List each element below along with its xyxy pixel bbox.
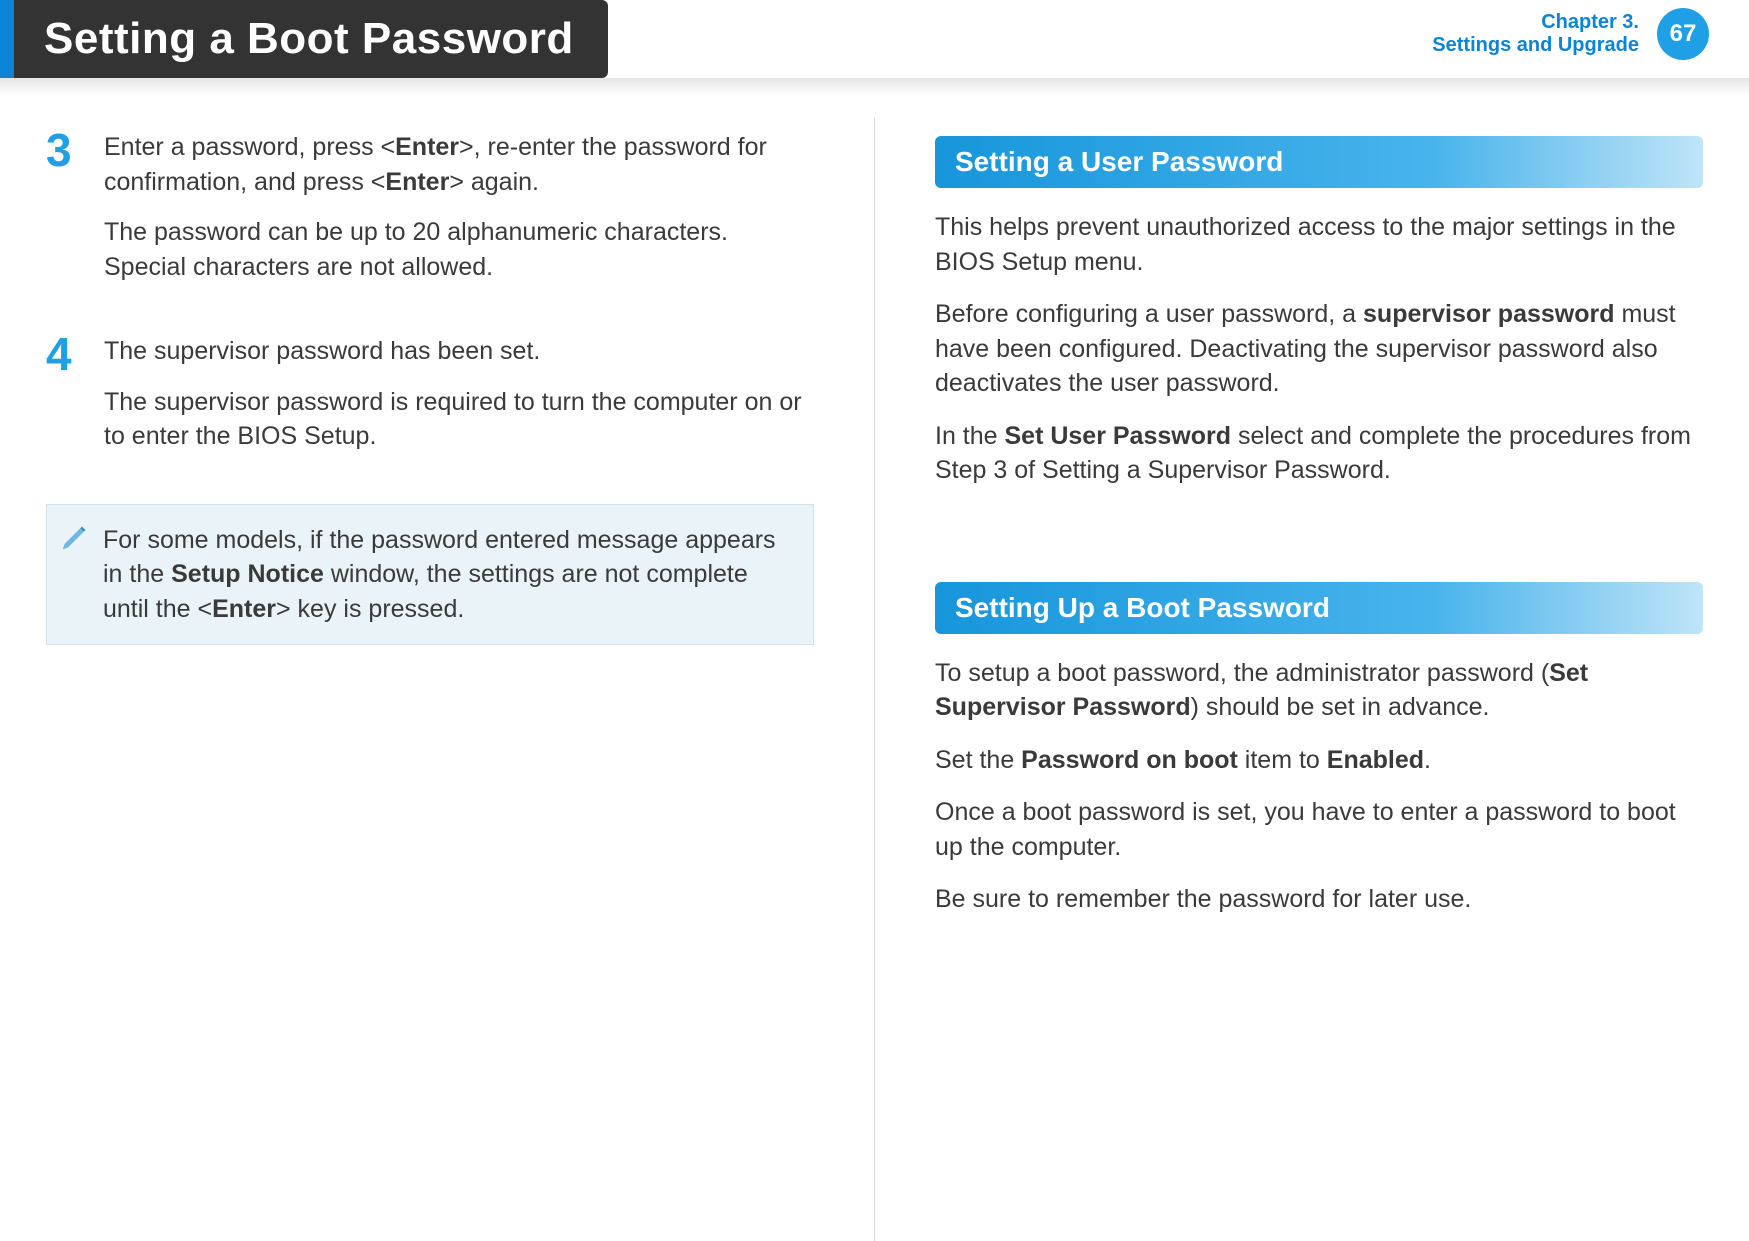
password-on-boot-label: Password on boot	[1021, 746, 1238, 774]
text: In the	[935, 422, 1005, 450]
enabled-label: Enabled	[1327, 746, 1424, 774]
step-body: The supervisor password has been set. Th…	[104, 334, 814, 470]
setup-notice-label: Setup Notice	[171, 560, 324, 588]
key-enter: Enter	[395, 133, 459, 161]
chapter-block: Chapter 3. Settings and Upgrade	[1432, 11, 1639, 57]
text: ) should be set in advance.	[1191, 693, 1490, 721]
sec2-p1: To setup a boot password, the administra…	[935, 656, 1703, 725]
section-banner-user-password: Setting a User Password	[935, 136, 1703, 188]
step-4: 4 The supervisor password has been set. …	[46, 334, 814, 470]
note-box: For some models, if the password entered…	[46, 504, 814, 646]
sec1-p2: Before configuring a user password, a su…	[935, 297, 1703, 401]
text: .	[1424, 746, 1431, 774]
step-3: 3 Enter a password, press <Enter>, re-en…	[46, 130, 814, 300]
text: Enter a password, press <	[104, 133, 395, 161]
content-columns: 3 Enter a password, press <Enter>, re-en…	[0, 78, 1749, 1241]
sec1-p3: In the Set User Password select and comp…	[935, 419, 1703, 488]
sec1-p1: This helps prevent unauthorized access t…	[935, 210, 1703, 279]
page-number-badge: 67	[1657, 8, 1709, 60]
section-gap	[935, 506, 1703, 576]
sec2-p4: Be sure to remember the password for lat…	[935, 882, 1703, 917]
step4-line1: The supervisor password has been set.	[104, 334, 814, 369]
header-right: Chapter 3. Settings and Upgrade 67	[1432, 8, 1709, 60]
header-shadow	[0, 78, 1749, 96]
header-title-tab: Setting a Boot Password	[0, 0, 608, 78]
left-column: 3 Enter a password, press <Enter>, re-en…	[46, 130, 814, 1241]
page: Setting a Boot Password Chapter 3. Setti…	[0, 0, 1749, 1241]
note-icon	[61, 523, 89, 551]
text: To setup a boot password, the administra…	[935, 659, 1549, 687]
step-number: 4	[46, 334, 86, 470]
sec2-p3: Once a boot password is set, you have to…	[935, 795, 1703, 864]
text: > key is pressed.	[276, 595, 464, 623]
page-header: Setting a Boot Password Chapter 3. Setti…	[0, 0, 1749, 78]
section-banner-boot-password: Setting Up a Boot Password	[935, 582, 1703, 634]
step-body: Enter a password, press <Enter>, re-ente…	[104, 130, 814, 300]
step3-line1: Enter a password, press <Enter>, re-ente…	[104, 130, 814, 199]
text: > again.	[449, 168, 539, 196]
key-enter: Enter	[385, 168, 449, 196]
page-title: Setting a Boot Password	[44, 14, 574, 64]
text: Set the	[935, 746, 1021, 774]
right-column: Setting a User Password This helps preve…	[935, 130, 1703, 1241]
sec2-p2: Set the Password on boot item to Enabled…	[935, 743, 1703, 778]
header-accent-bar	[0, 0, 14, 78]
text: item to	[1238, 746, 1327, 774]
supervisor-password-label: supervisor password	[1363, 300, 1614, 328]
key-enter: Enter	[212, 595, 276, 623]
text: Before configuring a user password, a	[935, 300, 1363, 328]
chapter-subtitle: Settings and Upgrade	[1432, 34, 1639, 57]
step-number: 3	[46, 130, 86, 300]
chapter-label: Chapter 3.	[1432, 11, 1639, 34]
column-divider	[874, 118, 875, 1241]
set-user-password-label: Set User Password	[1005, 422, 1232, 450]
step3-line2: The password can be up to 20 alphanumeri…	[104, 215, 814, 284]
step4-line2: The supervisor password is required to t…	[104, 385, 814, 454]
